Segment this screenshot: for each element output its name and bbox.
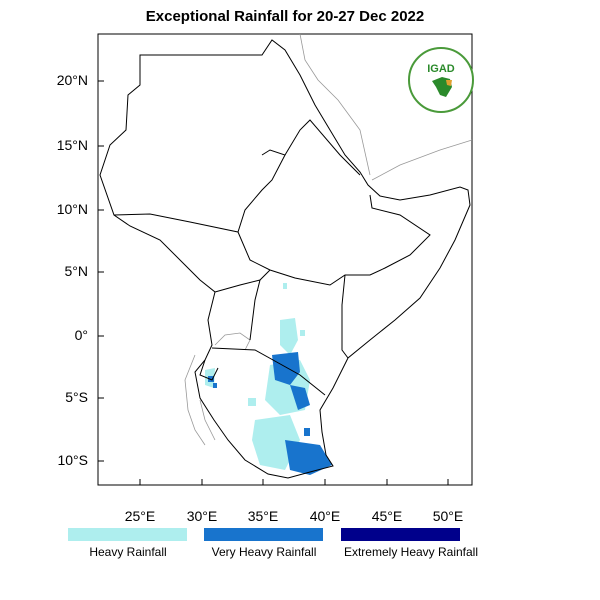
red-sea-coast-arabia [299, 33, 371, 176]
uganda-kenya-border [249, 279, 261, 341]
axis-ticks [98, 80, 449, 485]
legend-label-extremely-heavy: Extremely Heavy Rainfall [343, 545, 479, 559]
legend-swatch-very-heavy [204, 528, 323, 541]
rwanda-burundi [199, 359, 219, 381]
sudan-eritrea-ethiopia-border [284, 119, 361, 176]
drc-border [184, 354, 206, 446]
lat-label: 5°S [65, 389, 88, 405]
lake-victoria [214, 332, 251, 351]
lake-tanganyika [199, 399, 216, 441]
arabia-south-coast [371, 139, 473, 181]
legend-label-heavy: Heavy Rainfall [89, 545, 167, 559]
lon-label: 40°E [309, 508, 341, 524]
tanzania-north-border [211, 347, 326, 396]
legend-swatch-heavy [68, 528, 187, 541]
logo-text: IGAD [427, 63, 455, 75]
legend-swatch-extremely-heavy [341, 528, 460, 541]
lat-label: 5°N [64, 263, 89, 279]
sudan-south-sudan-border [113, 149, 286, 233]
lon-label: 25°E [124, 508, 156, 524]
lon-label: 50°E [432, 508, 464, 524]
map-title: Exceptional Rainfall for 20-27 Dec 2022 [145, 8, 425, 25]
lon-label: 30°E [186, 508, 218, 524]
lat-label: 10°S [57, 452, 88, 468]
lon-label: 35°E [247, 508, 279, 524]
very-heavy-rainfall-areas [208, 352, 332, 475]
neighbour-boundaries [184, 33, 473, 446]
lat-label: 15°N [56, 137, 88, 153]
lat-label: 20°N [56, 72, 88, 88]
rainfall-areas [205, 283, 332, 475]
south-sudan-uganda-border [214, 269, 271, 293]
ethiopia-border [237, 194, 431, 286]
lon-label: 45°E [371, 508, 403, 524]
lat-label: 0° [74, 327, 88, 343]
igad-logo: IGAD [408, 47, 474, 113]
legend-label-very-heavy: Very Heavy Rainfall [211, 545, 317, 559]
map-frame [97, 33, 473, 486]
kenya-somalia-border [341, 274, 349, 359]
country-boundaries [99, 39, 471, 479]
lat-label: 10°N [56, 201, 88, 217]
region-outline [99, 39, 471, 479]
africa-map-icon [432, 77, 452, 97]
